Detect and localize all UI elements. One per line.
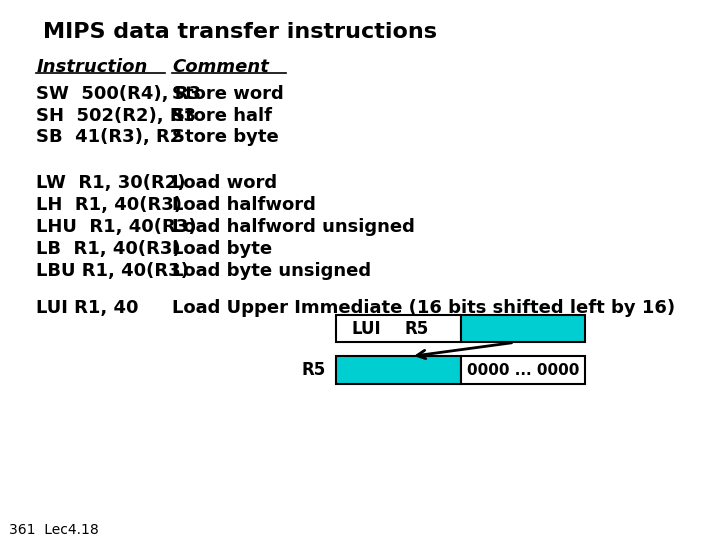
Text: LW  R1, 30(R2): LW R1, 30(R2) bbox=[36, 174, 186, 192]
Text: LUI: LUI bbox=[351, 320, 381, 338]
Text: Load byte unsigned: Load byte unsigned bbox=[172, 262, 372, 280]
Text: R5: R5 bbox=[405, 320, 429, 338]
Text: SH  502(R2), R3: SH 502(R2), R3 bbox=[36, 106, 197, 125]
Text: R5: R5 bbox=[301, 361, 325, 379]
Text: LB  R1, 40(R3): LB R1, 40(R3) bbox=[36, 240, 181, 258]
Text: LHU  R1, 40(R3): LHU R1, 40(R3) bbox=[36, 218, 197, 236]
Text: LH  R1, 40(R3): LH R1, 40(R3) bbox=[36, 196, 182, 214]
Text: SB  41(R3), R2: SB 41(R3), R2 bbox=[36, 129, 182, 146]
Text: Load Upper Immediate (16 bits shifted left by 16): Load Upper Immediate (16 bits shifted le… bbox=[172, 299, 675, 316]
Bar bbox=[461, 356, 585, 384]
Bar bbox=[336, 315, 461, 342]
Text: SW  500(R4), R3: SW 500(R4), R3 bbox=[36, 85, 201, 103]
Text: Comment: Comment bbox=[172, 58, 269, 76]
Text: LBU R1, 40(R3): LBU R1, 40(R3) bbox=[36, 262, 189, 280]
Text: 361  Lec4.18: 361 Lec4.18 bbox=[9, 523, 99, 537]
Text: Load word: Load word bbox=[172, 174, 277, 192]
Text: 0000 ... 0000: 0000 ... 0000 bbox=[467, 363, 580, 378]
Text: LUI R1, 40: LUI R1, 40 bbox=[36, 299, 139, 316]
Text: MIPS data transfer instructions: MIPS data transfer instructions bbox=[43, 22, 437, 42]
Text: Load halfword unsigned: Load halfword unsigned bbox=[172, 218, 415, 236]
Text: Load byte: Load byte bbox=[172, 240, 272, 258]
Text: Instruction: Instruction bbox=[36, 58, 148, 76]
Text: Store half: Store half bbox=[172, 106, 272, 125]
Text: Load halfword: Load halfword bbox=[172, 196, 316, 214]
Bar bbox=[336, 356, 461, 384]
Bar bbox=[461, 315, 585, 342]
Text: Store byte: Store byte bbox=[172, 129, 279, 146]
Text: Store word: Store word bbox=[172, 85, 284, 103]
